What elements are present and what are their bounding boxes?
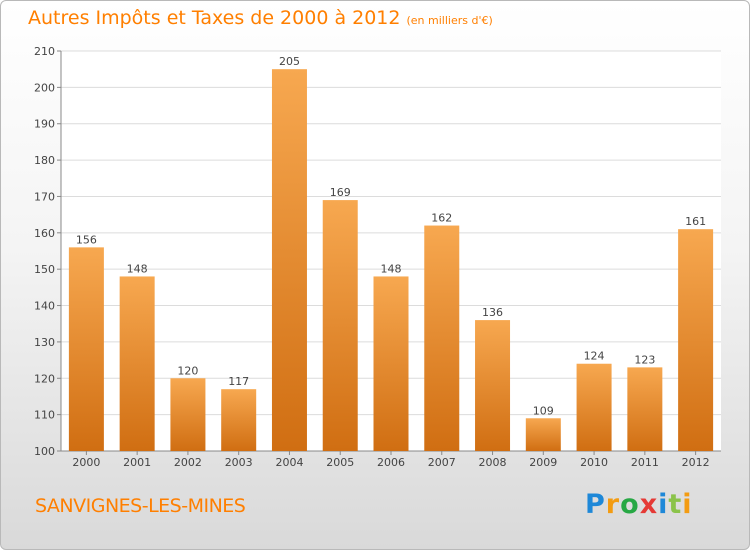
bar-value-label: 117	[228, 375, 249, 388]
bar	[68, 247, 104, 451]
y-tick-label: 110	[34, 409, 55, 422]
x-tick-label: 2007	[428, 456, 456, 469]
y-tick-label: 100	[34, 445, 55, 458]
bar-value-label: 205	[279, 55, 300, 68]
bar	[271, 69, 307, 451]
bar	[119, 276, 155, 451]
y-tick-label: 120	[34, 372, 55, 385]
bar-value-label: 162	[431, 212, 452, 225]
y-tick-label: 180	[34, 154, 55, 167]
bar	[170, 378, 206, 451]
bar	[322, 200, 358, 451]
logo-letter: o	[620, 489, 640, 520]
x-tick-label: 2004	[275, 456, 303, 469]
logo-letter: i	[658, 489, 669, 520]
y-tick-label: 210	[34, 45, 55, 58]
x-tick-label: 2002	[174, 456, 202, 469]
bar	[221, 389, 257, 451]
bar-value-label: 109	[533, 404, 554, 417]
logo-letter: P	[585, 489, 606, 520]
bar-value-label: 136	[482, 306, 503, 319]
x-tick-label: 2009	[529, 456, 557, 469]
y-tick-label: 200	[34, 81, 55, 94]
x-tick-label: 2003	[225, 456, 253, 469]
city-name: SANVIGNES-LES-MINES	[35, 495, 246, 517]
value-labels: 156 148 120 117 205 169 148 162 136 109 124 123 161	[76, 55, 706, 417]
bar-value-label: 120	[177, 364, 198, 377]
x-tick-label: 2008	[479, 456, 507, 469]
logo-letter: x	[639, 489, 659, 520]
bars	[68, 69, 714, 451]
bar	[627, 367, 663, 451]
bar	[373, 276, 409, 451]
y-tick-label: 160	[34, 227, 55, 240]
logo-letter: t	[668, 489, 683, 520]
bar	[424, 225, 460, 451]
y-tick-label: 130	[34, 336, 55, 349]
bar-value-label: 161	[685, 215, 706, 228]
bar-value-label: 169	[330, 186, 351, 199]
proxiti-logo[interactable]: Proxiti	[585, 489, 693, 520]
bar	[576, 363, 612, 451]
x-tick-labels: 2000 2001 2002 2003 2004 2005 2006 2007 2008 2009…	[72, 456, 709, 469]
x-tick-label: 2011	[631, 456, 659, 469]
x-tick-label: 2001	[123, 456, 151, 469]
logo-letter: r	[605, 489, 621, 520]
x-tick-label: 2000	[72, 456, 100, 469]
y-tick-label: 140	[34, 300, 55, 313]
bar-value-label: 148	[381, 262, 402, 275]
bar-value-label: 123	[634, 353, 655, 366]
bar-value-label: 124	[584, 350, 605, 363]
y-tick-label: 150	[34, 263, 55, 276]
bar	[525, 418, 561, 451]
x-tick-label: 2006	[377, 456, 405, 469]
bar	[475, 320, 511, 451]
y-tick-labels: 100 110 120 130 140 150 160 170 180 190 200 210	[34, 45, 55, 458]
bar-value-label: 156	[76, 233, 97, 246]
chart-title: Autres Impôts et Taxes de 2000 à 2012 (en…	[28, 7, 493, 29]
chart-subtitle: (en milliers d'€)	[406, 14, 493, 27]
bar	[678, 229, 714, 451]
y-tick-label: 190	[34, 118, 55, 131]
chart-title-text: Autres Impôts et Taxes de 2000 à 2012	[28, 7, 401, 29]
y-tick-label: 170	[34, 190, 55, 203]
x-tick-label: 2005	[326, 456, 354, 469]
bar-value-label: 148	[127, 262, 148, 275]
logo-letter: i	[682, 489, 693, 520]
x-tick-label: 2010	[580, 456, 608, 469]
x-tick-label: 2012	[682, 456, 710, 469]
